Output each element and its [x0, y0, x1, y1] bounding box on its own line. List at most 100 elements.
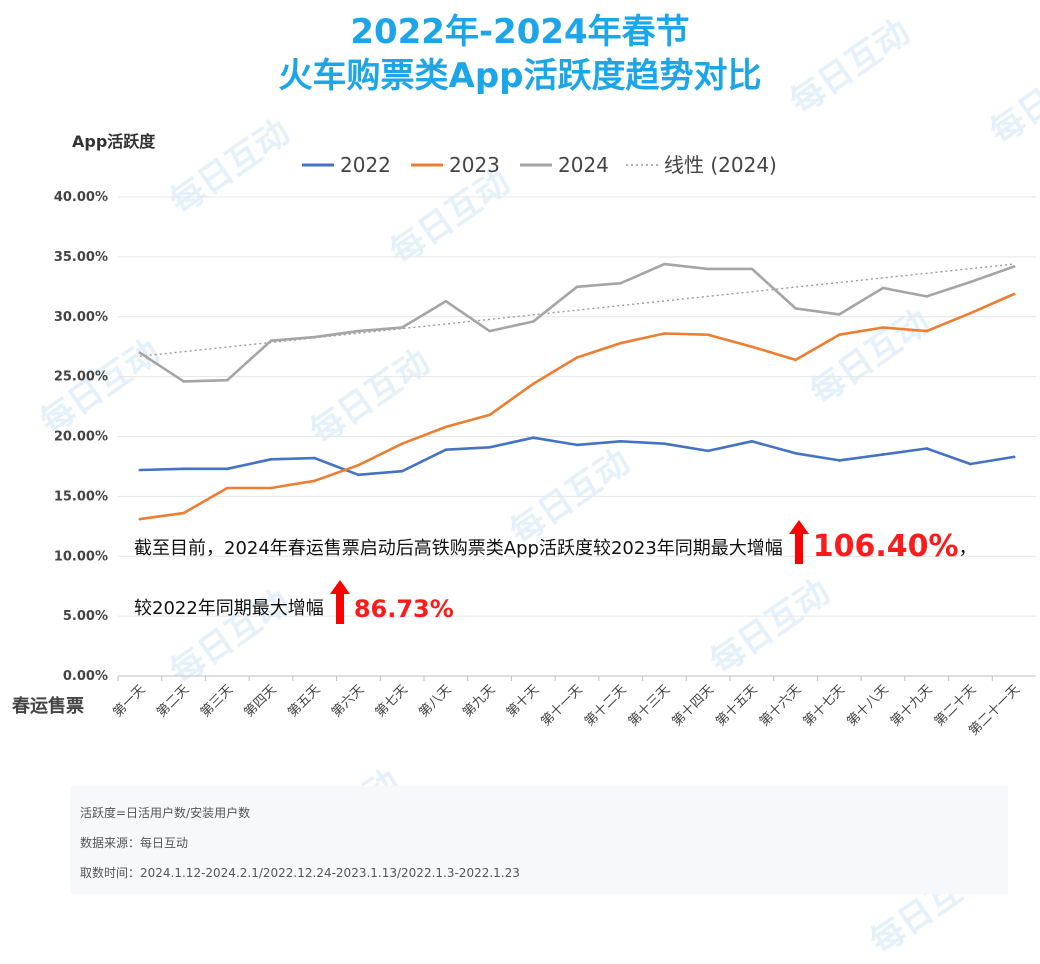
data-point-2022 [969, 462, 972, 466]
data-point-2024 [138, 351, 142, 354]
x-tick-label: 第二天 [154, 682, 192, 720]
data-point-2022 [794, 451, 797, 455]
annotation-line1: 截至目前，2024年春运售票启动后高铁购票类App活跃度较2023年同期最大增幅… [134, 520, 977, 564]
data-point-2023 [706, 333, 710, 337]
data-point-2024 [225, 378, 229, 382]
annotation-value1: 106.40% [812, 529, 959, 564]
data-point-2024 [575, 285, 579, 289]
x-tick-label: 第七天 [373, 682, 411, 720]
data-point-2022 [488, 445, 491, 449]
x-tick-label: 第十九天 [888, 682, 935, 729]
data-point-2023 [313, 479, 317, 483]
footer-period: 取数时间：2024.1.12-2024.2.1/2022.12.24-2023.… [80, 866, 520, 880]
annotation-text1: 截至目前，2024年春运售票启动后高铁购票类App活跃度较2023年同期最大增幅 [134, 538, 783, 559]
data-point-2024 [357, 329, 360, 333]
data-point-2024 [1012, 265, 1016, 268]
chart-title-line1: 2022年-2024年春节 [350, 12, 690, 52]
data-point-2024 [663, 262, 666, 266]
legend-label-2024: 2024 [558, 153, 609, 177]
data-point-2022 [357, 473, 360, 477]
y-axis-label: App活跃度 [72, 132, 156, 151]
legend-label-2022: 2022 [340, 153, 391, 177]
data-point-2022 [706, 449, 710, 453]
data-point-2023 [269, 486, 273, 490]
data-point-2022 [400, 469, 404, 473]
data-point-2022 [575, 443, 579, 447]
data-point-2024 [750, 267, 754, 271]
x-tick-label: 第三天 [198, 682, 236, 720]
data-point-2022 [750, 439, 754, 443]
y-tick-label: 35.00% [54, 250, 108, 265]
x-tick-label: 第六天 [329, 682, 367, 720]
x-tick-label: 第十一天 [538, 682, 585, 729]
data-point-2022 [619, 439, 623, 443]
footer-definition: 活跃度=日活用户数/安装用户数 [80, 806, 251, 820]
data-point-2023 [837, 333, 841, 337]
data-point-2023 [619, 341, 623, 345]
data-point-2024 [400, 326, 404, 329]
series-line-2024 [139, 262, 1015, 383]
x-tick-label: 第一天 [110, 682, 148, 720]
annotation-text2: 较2022年同期最大增幅 [134, 598, 324, 619]
up-arrow-icon [788, 520, 809, 564]
data-point-2024 [182, 380, 185, 383]
data-point-2022 [881, 453, 885, 456]
data-point-2022 [531, 436, 535, 439]
data-point-2024 [619, 281, 623, 285]
data-point-2023 [969, 311, 972, 315]
data-point-2023 [575, 356, 579, 359]
data-point-2023 [881, 326, 885, 329]
data-point-2024 [706, 267, 710, 271]
x-tick-label: 第十二天 [582, 682, 629, 729]
data-point-2024 [313, 335, 317, 339]
data-point-2022 [182, 467, 185, 471]
data-point-2024 [881, 286, 885, 290]
y-tick-label: 5.00% [63, 609, 108, 624]
y-tick-label: 20.00% [54, 430, 108, 445]
y-tick-label: 25.00% [54, 370, 108, 385]
data-point-2023 [1012, 292, 1016, 296]
x-tick-label: 第五天 [285, 682, 323, 720]
x-tick-label: 第十六天 [757, 682, 804, 729]
x-tick-label: 第十五天 [713, 682, 760, 729]
data-point-2023 [400, 442, 404, 445]
data-point-2022 [1012, 455, 1016, 459]
x-tick-label: 第十三天 [626, 682, 673, 729]
series-line-2022 [139, 436, 1015, 477]
data-point-2024 [488, 329, 491, 333]
data-point-2024 [925, 295, 929, 298]
x-tick-label: 第八天 [416, 682, 454, 720]
x-axis-label: 春运售票 [12, 696, 84, 717]
data-point-2023 [182, 511, 185, 515]
data-point-2022 [837, 459, 841, 462]
data-point-2023 [138, 517, 142, 521]
data-point-2023 [357, 463, 360, 467]
trendline-2024 [139, 263, 1015, 357]
data-point-2023 [663, 332, 666, 335]
legend-label-trendline: 线性 (2024) [664, 153, 777, 177]
y-tick-label: 15.00% [54, 489, 108, 504]
data-point-2023 [531, 382, 535, 386]
x-tick-label: 第四天 [242, 682, 280, 720]
footer-notes: 活跃度=日活用户数/安装用户数 数据来源：每日互动 取数时间：2024.1.12… [70, 786, 1008, 894]
data-point-2022 [138, 468, 142, 472]
annotation-tail1: ， [958, 538, 977, 559]
data-point-2023 [750, 345, 754, 348]
data-point-2024 [794, 307, 797, 310]
y-tick-label: 30.00% [54, 310, 108, 325]
data-point-2023 [444, 425, 448, 429]
data-point-2023 [925, 329, 929, 333]
data-point-2023 [225, 486, 229, 490]
annotation-line2: 较2022年同期最大增幅 86.73% [134, 580, 454, 624]
legend-label-2023: 2023 [449, 153, 500, 177]
data-point-2022 [925, 447, 929, 450]
y-tick-label: 10.00% [54, 549, 108, 564]
data-point-2024 [969, 280, 972, 284]
chart-title-line2: 火车购票类App活跃度趋势对比 [278, 56, 762, 96]
data-point-2024 [837, 313, 841, 316]
data-point-2023 [488, 413, 491, 417]
data-point-2024 [444, 299, 448, 303]
x-tick-label: 第十天 [504, 682, 542, 720]
data-point-2022 [444, 448, 448, 451]
data-point-2022 [225, 467, 229, 471]
